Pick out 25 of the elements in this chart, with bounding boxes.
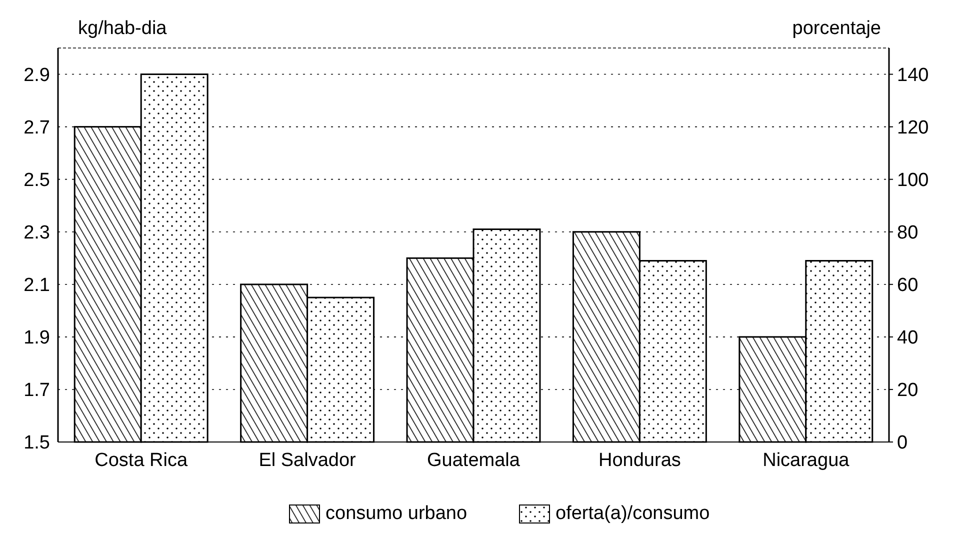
y-tick-label: 1.5 [24, 432, 50, 454]
y-tick-label: 2.3 [24, 222, 50, 244]
x-tick-label: Honduras [598, 450, 681, 471]
y2-tick-label: 140 [897, 64, 929, 86]
y-tick-label: 2.5 [24, 170, 50, 191]
x-tick-label: Guatemala [427, 450, 520, 471]
x-tick-label: Nicaragua [762, 450, 850, 471]
y-tick-label: 2.1 [24, 275, 50, 296]
legend-label: oferta(a)/consumo [556, 503, 710, 524]
y2-axis-title: porcentaje [792, 18, 881, 39]
y-tick-label: 2.9 [24, 64, 50, 86]
y-tick-label: 1.7 [24, 380, 50, 402]
legend-label: consumo urbano [326, 503, 468, 524]
x-tick-label: Costa Rica [94, 450, 188, 471]
y-tick-label: 1.9 [24, 328, 50, 349]
y2-tick-label: 20 [897, 380, 918, 402]
y2-tick-label: 80 [897, 222, 918, 244]
y2-tick-label: 0 [897, 432, 908, 454]
y2-tick-label: 40 [897, 328, 918, 349]
y2-tick-label: 120 [897, 117, 929, 138]
y-axis-title: kg/hab-dia [78, 18, 168, 39]
y-tick-label: 2.7 [24, 117, 50, 138]
y2-tick-label: 60 [897, 275, 918, 296]
y2-tick-label: 100 [897, 170, 929, 191]
x-tick-label: El Salvador [258, 450, 357, 471]
